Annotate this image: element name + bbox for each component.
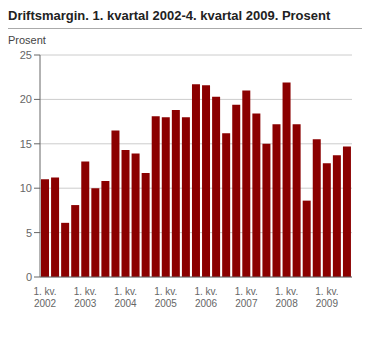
svg-text:1. kv.2005: 1. kv.2005 <box>154 286 177 309</box>
svg-text:1. kv.2002: 1. kv.2002 <box>33 286 56 309</box>
svg-text:25: 25 <box>20 49 32 61</box>
svg-text:20: 20 <box>20 93 32 105</box>
svg-text:1. kv.2007: 1. kv.2007 <box>235 286 258 309</box>
svg-text:1. kv.2008: 1. kv.2008 <box>275 286 298 309</box>
svg-text:10: 10 <box>20 182 32 194</box>
html-text:Prosent: Prosent <box>8 34 46 46</box>
svg-text:0: 0 <box>26 271 32 283</box>
svg-text:1. kv.2003: 1. kv.2003 <box>74 286 97 309</box>
svg-text:5: 5 <box>26 227 32 239</box>
svg-text:15: 15 <box>20 138 32 150</box>
svg-text:1. kv.2009: 1. kv.2009 <box>315 286 338 309</box>
svg-text:1. kv.2006: 1. kv.2006 <box>194 286 217 309</box>
svg-text:1. kv.2004: 1. kv.2004 <box>114 286 137 309</box>
html-text:Driftsmargin. 1. kvartal 2002-: Driftsmargin. 1. kvartal 2002-4. kvartal… <box>8 8 331 23</box>
